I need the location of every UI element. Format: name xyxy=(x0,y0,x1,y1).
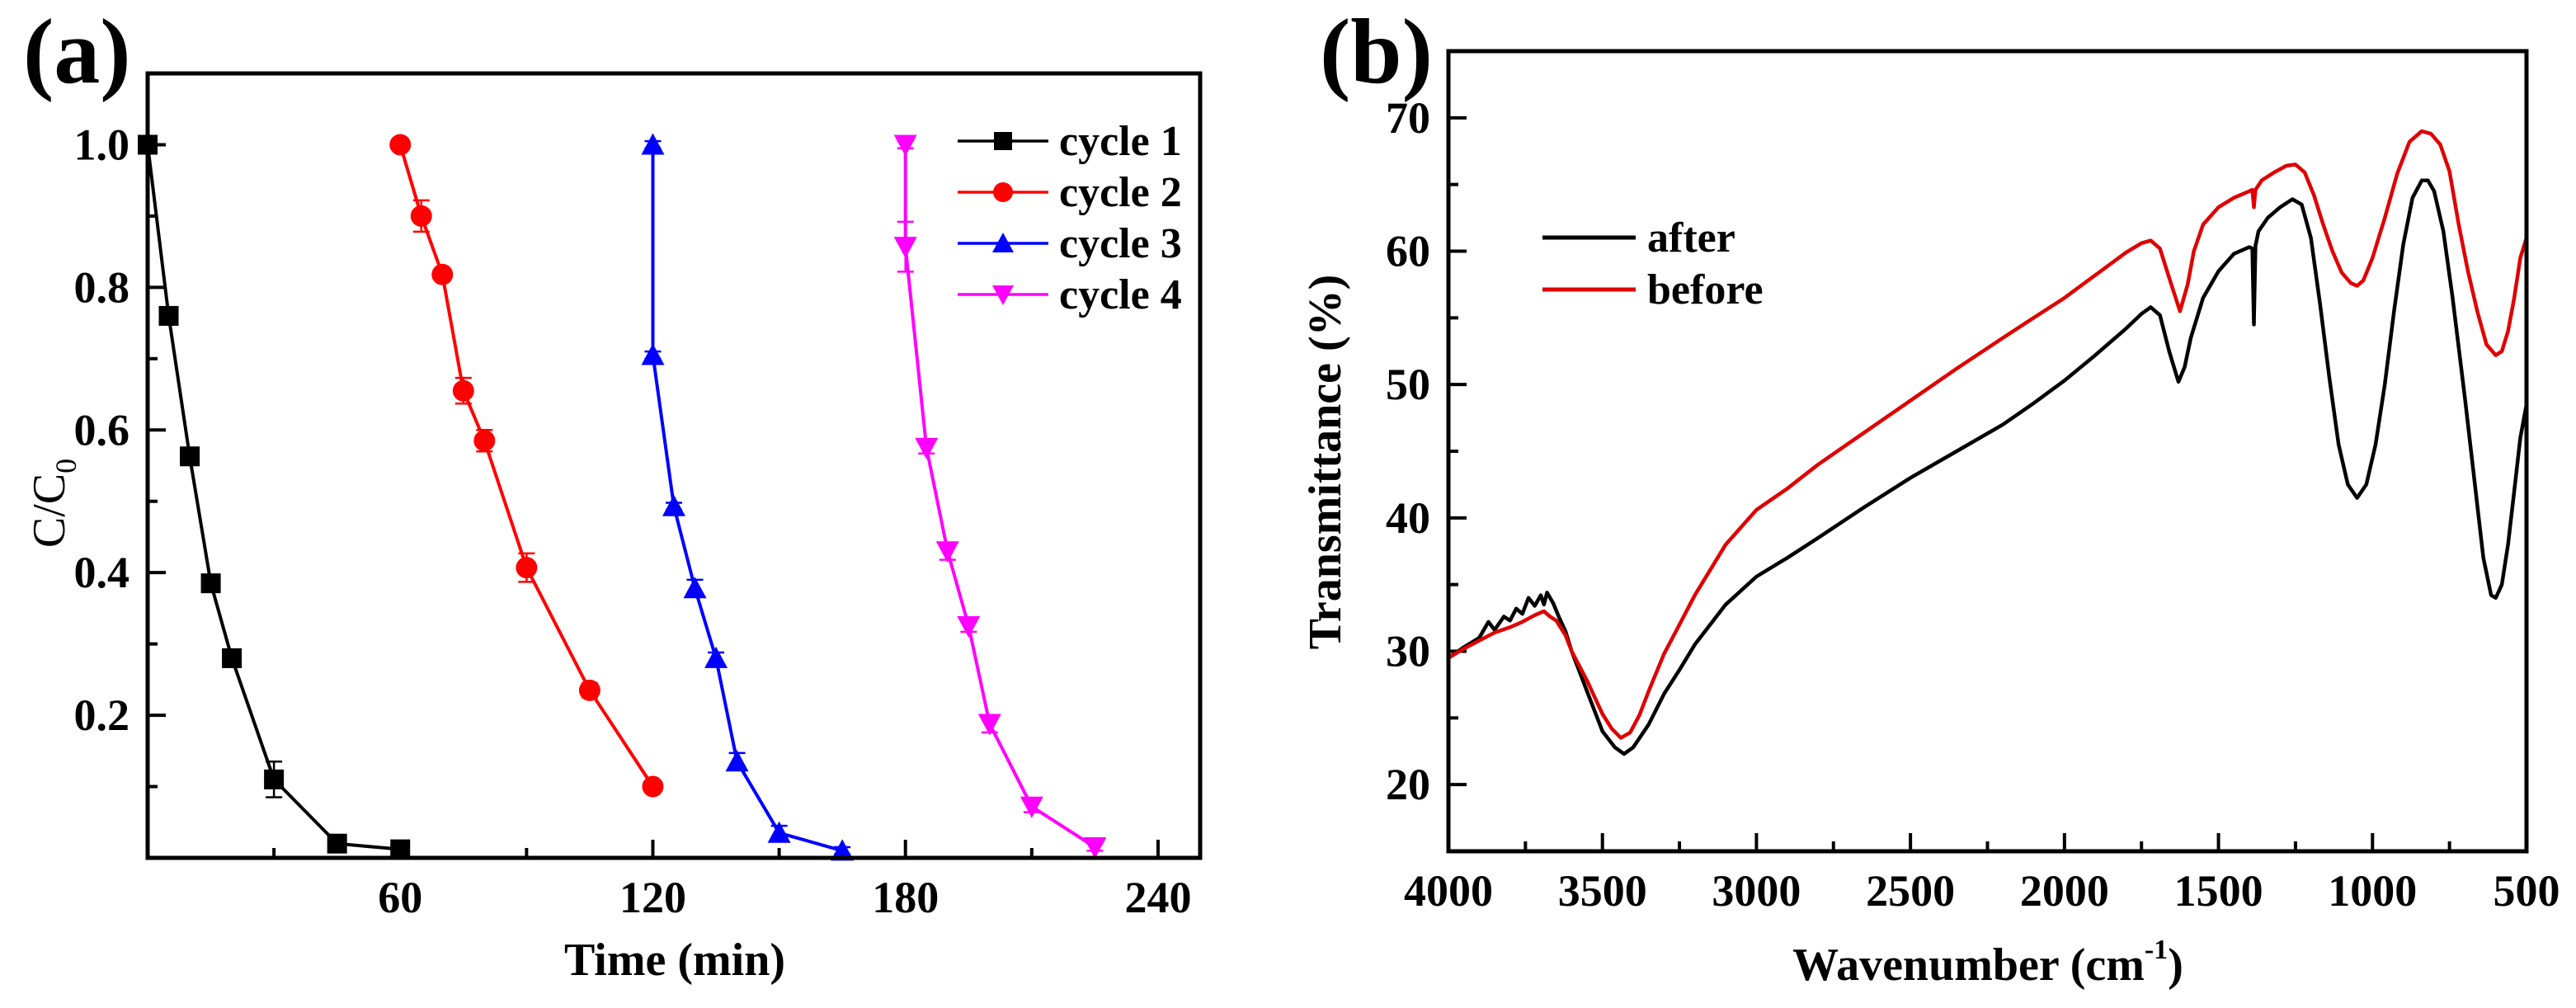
data-point-marker-triangle-down xyxy=(1083,837,1107,860)
data-point-marker-triangle-up xyxy=(725,750,749,772)
data-point-marker-triangle-down xyxy=(893,134,917,157)
data-point-marker-circle xyxy=(642,775,664,798)
panel-b-ftir-spectra: (b) Wavenumber (cm-1) Transmittance (%) … xyxy=(1300,1,2560,991)
legend-label: cycle 3 xyxy=(1059,220,1182,267)
x-title-end: ) xyxy=(2168,940,2183,991)
data-point-marker-circle xyxy=(473,430,496,452)
data-point-marker-triangle-down xyxy=(893,237,917,259)
panel-a-series-line-cycle-3 xyxy=(651,144,843,853)
panel-b-y-tick-label: 50 xyxy=(1386,360,1430,409)
panel-b-x-tick-label: 4000 xyxy=(1404,866,1493,916)
panel-a-x-tick-label: 180 xyxy=(872,873,939,922)
panel-a-x-tick-label: 60 xyxy=(378,873,422,922)
panel-b-plot-frame xyxy=(1446,49,2529,854)
legend-marker-square xyxy=(994,132,1012,150)
data-point-marker-triangle-up xyxy=(641,133,665,155)
data-point-marker-triangle-down xyxy=(957,616,981,638)
data-point-marker-circle xyxy=(410,205,432,227)
legend-label: after xyxy=(1647,214,1735,261)
panel-a-series-line-cycle-4 xyxy=(903,144,1096,849)
panel-a-degradation-cycles: (a) Time (min) C/C0 60 120 180 240 0.2 0.4 0.6… xyxy=(23,1,1203,986)
panel-a-x-axis-title: Time (min) xyxy=(564,935,785,986)
legend-item: cycle 2 xyxy=(958,169,1182,216)
panel-b-x-tick-label: 2500 xyxy=(1866,866,1955,916)
data-point-marker-triangle-down xyxy=(935,541,959,563)
data-point-marker-circle xyxy=(578,679,600,701)
legend-label: cycle 4 xyxy=(1059,271,1182,318)
data-point-marker-circle xyxy=(389,134,412,156)
data-point-marker-triangle-up xyxy=(767,821,791,843)
panel-b-x-tick-label: 3500 xyxy=(1558,866,1647,916)
panel-b-y-axis-title: Transmittance (%) xyxy=(1300,275,1351,650)
data-point-marker-triangle-up xyxy=(831,839,855,861)
data-point-marker-triangle-up xyxy=(704,646,728,668)
data-point-marker-square xyxy=(222,648,243,668)
panel-a-y-axis-title: C/C0 xyxy=(24,459,82,548)
data-point-marker-circle xyxy=(431,263,454,285)
panel-a-y-tick-label: 0.4 xyxy=(74,548,130,597)
panel-b-label: (b) xyxy=(1320,1,1433,103)
x-title-superscript: -1 xyxy=(2145,935,2168,965)
y-title-main: C/C xyxy=(24,473,75,548)
legend-item: cycle 4 xyxy=(958,271,1182,318)
panel-a-x-tick-label: 120 xyxy=(619,873,686,922)
panel-b-y-tick-label: 20 xyxy=(1386,760,1430,809)
data-point-marker-triangle-down xyxy=(915,437,939,459)
panel-b-y-tick-label: 70 xyxy=(1386,93,1430,143)
panel-a-y-tick-label: 0.6 xyxy=(74,405,130,455)
panel-b-x-axis-title: Wavenumber (cm-1) xyxy=(1792,935,2183,991)
panel-a-y-tick-label: 0.2 xyxy=(74,690,130,740)
legend-item: before xyxy=(1542,266,1764,313)
legend-marker-triangle-up xyxy=(992,233,1014,252)
data-point-marker-square xyxy=(264,769,285,789)
panel-a-y-tick-label: 0.8 xyxy=(74,262,130,312)
data-point-marker-triangle-down xyxy=(1020,796,1043,818)
panel-b-x-tick-label: 2000 xyxy=(2020,866,2109,916)
legend-marker-triangle-down xyxy=(992,285,1014,305)
data-point-marker-square xyxy=(200,573,221,594)
legend-label: before xyxy=(1647,266,1764,313)
data-point-marker-triangle-up xyxy=(683,577,707,599)
data-point-marker-triangle-down xyxy=(977,714,1001,736)
data-point-marker-circle xyxy=(516,557,538,579)
panel-b-x-tick-label: 3000 xyxy=(1712,866,1801,916)
panel-b-y-tick-label: 30 xyxy=(1386,627,1430,676)
panel-a-label: (a) xyxy=(23,1,131,103)
panel-b-x-tick-label: 1500 xyxy=(2174,866,2263,916)
legend-item: cycle 3 xyxy=(958,220,1182,267)
legend-label: cycle 2 xyxy=(1059,169,1182,216)
panel-b-series-line-after xyxy=(1447,178,2529,756)
data-point-marker-circle xyxy=(452,379,474,402)
panel-b-series-line-before xyxy=(1447,129,2529,740)
legend-item: after xyxy=(1542,214,1735,261)
panel-a-series-line-cycle-2 xyxy=(398,144,655,788)
panel-a-x-tick-label: 240 xyxy=(1124,873,1191,922)
svg-text:C/C0: C/C0 xyxy=(24,459,82,548)
y-title-subscript: 0 xyxy=(49,459,82,473)
panel-b-y-tick-label: 60 xyxy=(1386,227,1430,276)
panel-b-x-tick-label: 500 xyxy=(2494,866,2560,916)
data-point-marker-square xyxy=(158,305,179,326)
panel-a-y-tick-label: 1.0 xyxy=(74,120,130,169)
panel-b-y-tick-label: 40 xyxy=(1386,493,1430,543)
x-title-main: Wavenumber (cm xyxy=(1792,940,2145,991)
data-point-marker-triangle-up xyxy=(641,343,665,365)
data-point-marker-triangle-up xyxy=(662,494,685,516)
legend-item: cycle 1 xyxy=(958,118,1182,165)
panel-b-x-tick-label: 1000 xyxy=(2328,866,2417,916)
data-point-marker-square xyxy=(180,446,200,467)
legend-marker-circle xyxy=(993,182,1013,202)
panel-a-series-line-cycle-1 xyxy=(146,144,401,851)
panel-b-legend: after before xyxy=(1542,214,1764,313)
data-point-marker-square xyxy=(327,833,347,854)
panel-a-plot-frame xyxy=(145,71,1203,860)
legend-label: cycle 1 xyxy=(1059,118,1182,165)
